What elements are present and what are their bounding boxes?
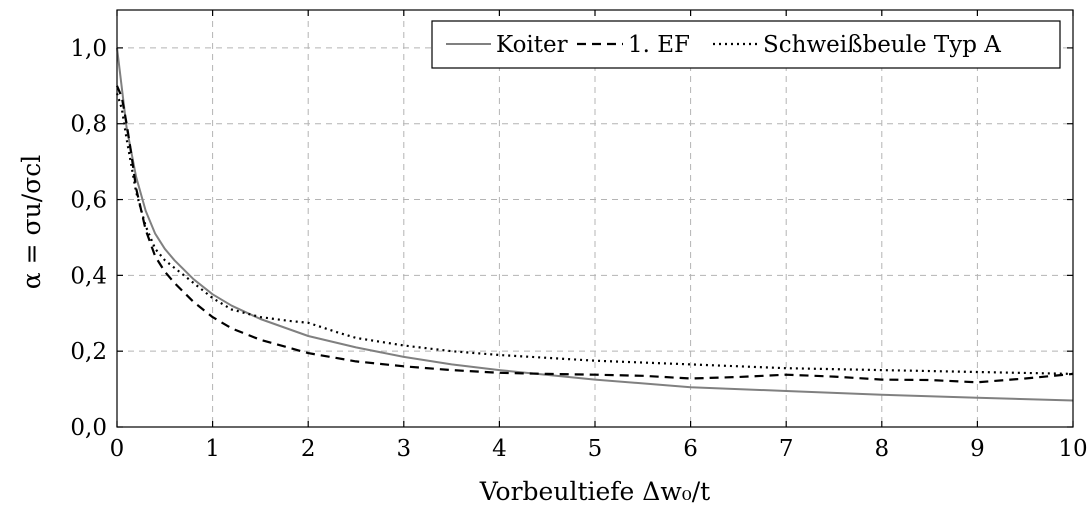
y-tick-label: 0,2 [70,339,107,365]
series-line-koiter [116,47,1074,402]
legend-box [431,20,1061,69]
x-tick-label: 0 [110,436,125,462]
legend-label-koiter: Koiter [496,32,568,58]
x-axis-title: Vorbeultiefe Δw₀/t [479,477,710,506]
tick-labels: 0 1 2 3 4 5 6 7 8 9 10 0,0 0,2 0,4 0,6 0,8 1,0 [70,36,1087,462]
legend-label-1-ef: 1. EF [628,32,690,58]
y-tick-label: 0,8 [70,112,107,138]
x-tick-label: 2 [301,436,316,462]
x-tick-label: 9 [970,436,985,462]
x-tick-label: 4 [492,436,507,462]
y-tick-label: 0,4 [70,263,107,289]
x-tick-label: 10 [1058,436,1087,462]
y-axis-title: α = σu/σcl [17,155,46,289]
y-tick-label: 0,6 [70,188,107,214]
y-tick-label: 1,0 [70,36,107,62]
x-tick-label: 5 [588,436,603,462]
x-tick-label: 3 [396,436,411,462]
axis-ticks [116,10,1074,428]
x-tick-label: 8 [874,436,889,462]
grid [117,10,1073,427]
legend: Koiter 1. EF Schweißbeule Typ A [431,20,1061,69]
x-tick-label: 1 [205,436,220,462]
legend-label-schweissbeule-typ-a: Schweißbeule Typ A [763,32,1001,58]
x-tick-label: 7 [779,436,794,462]
x-tick-label: 6 [683,436,698,462]
series-lines [115,47,1074,402]
y-tick-label: 0,0 [70,415,107,441]
